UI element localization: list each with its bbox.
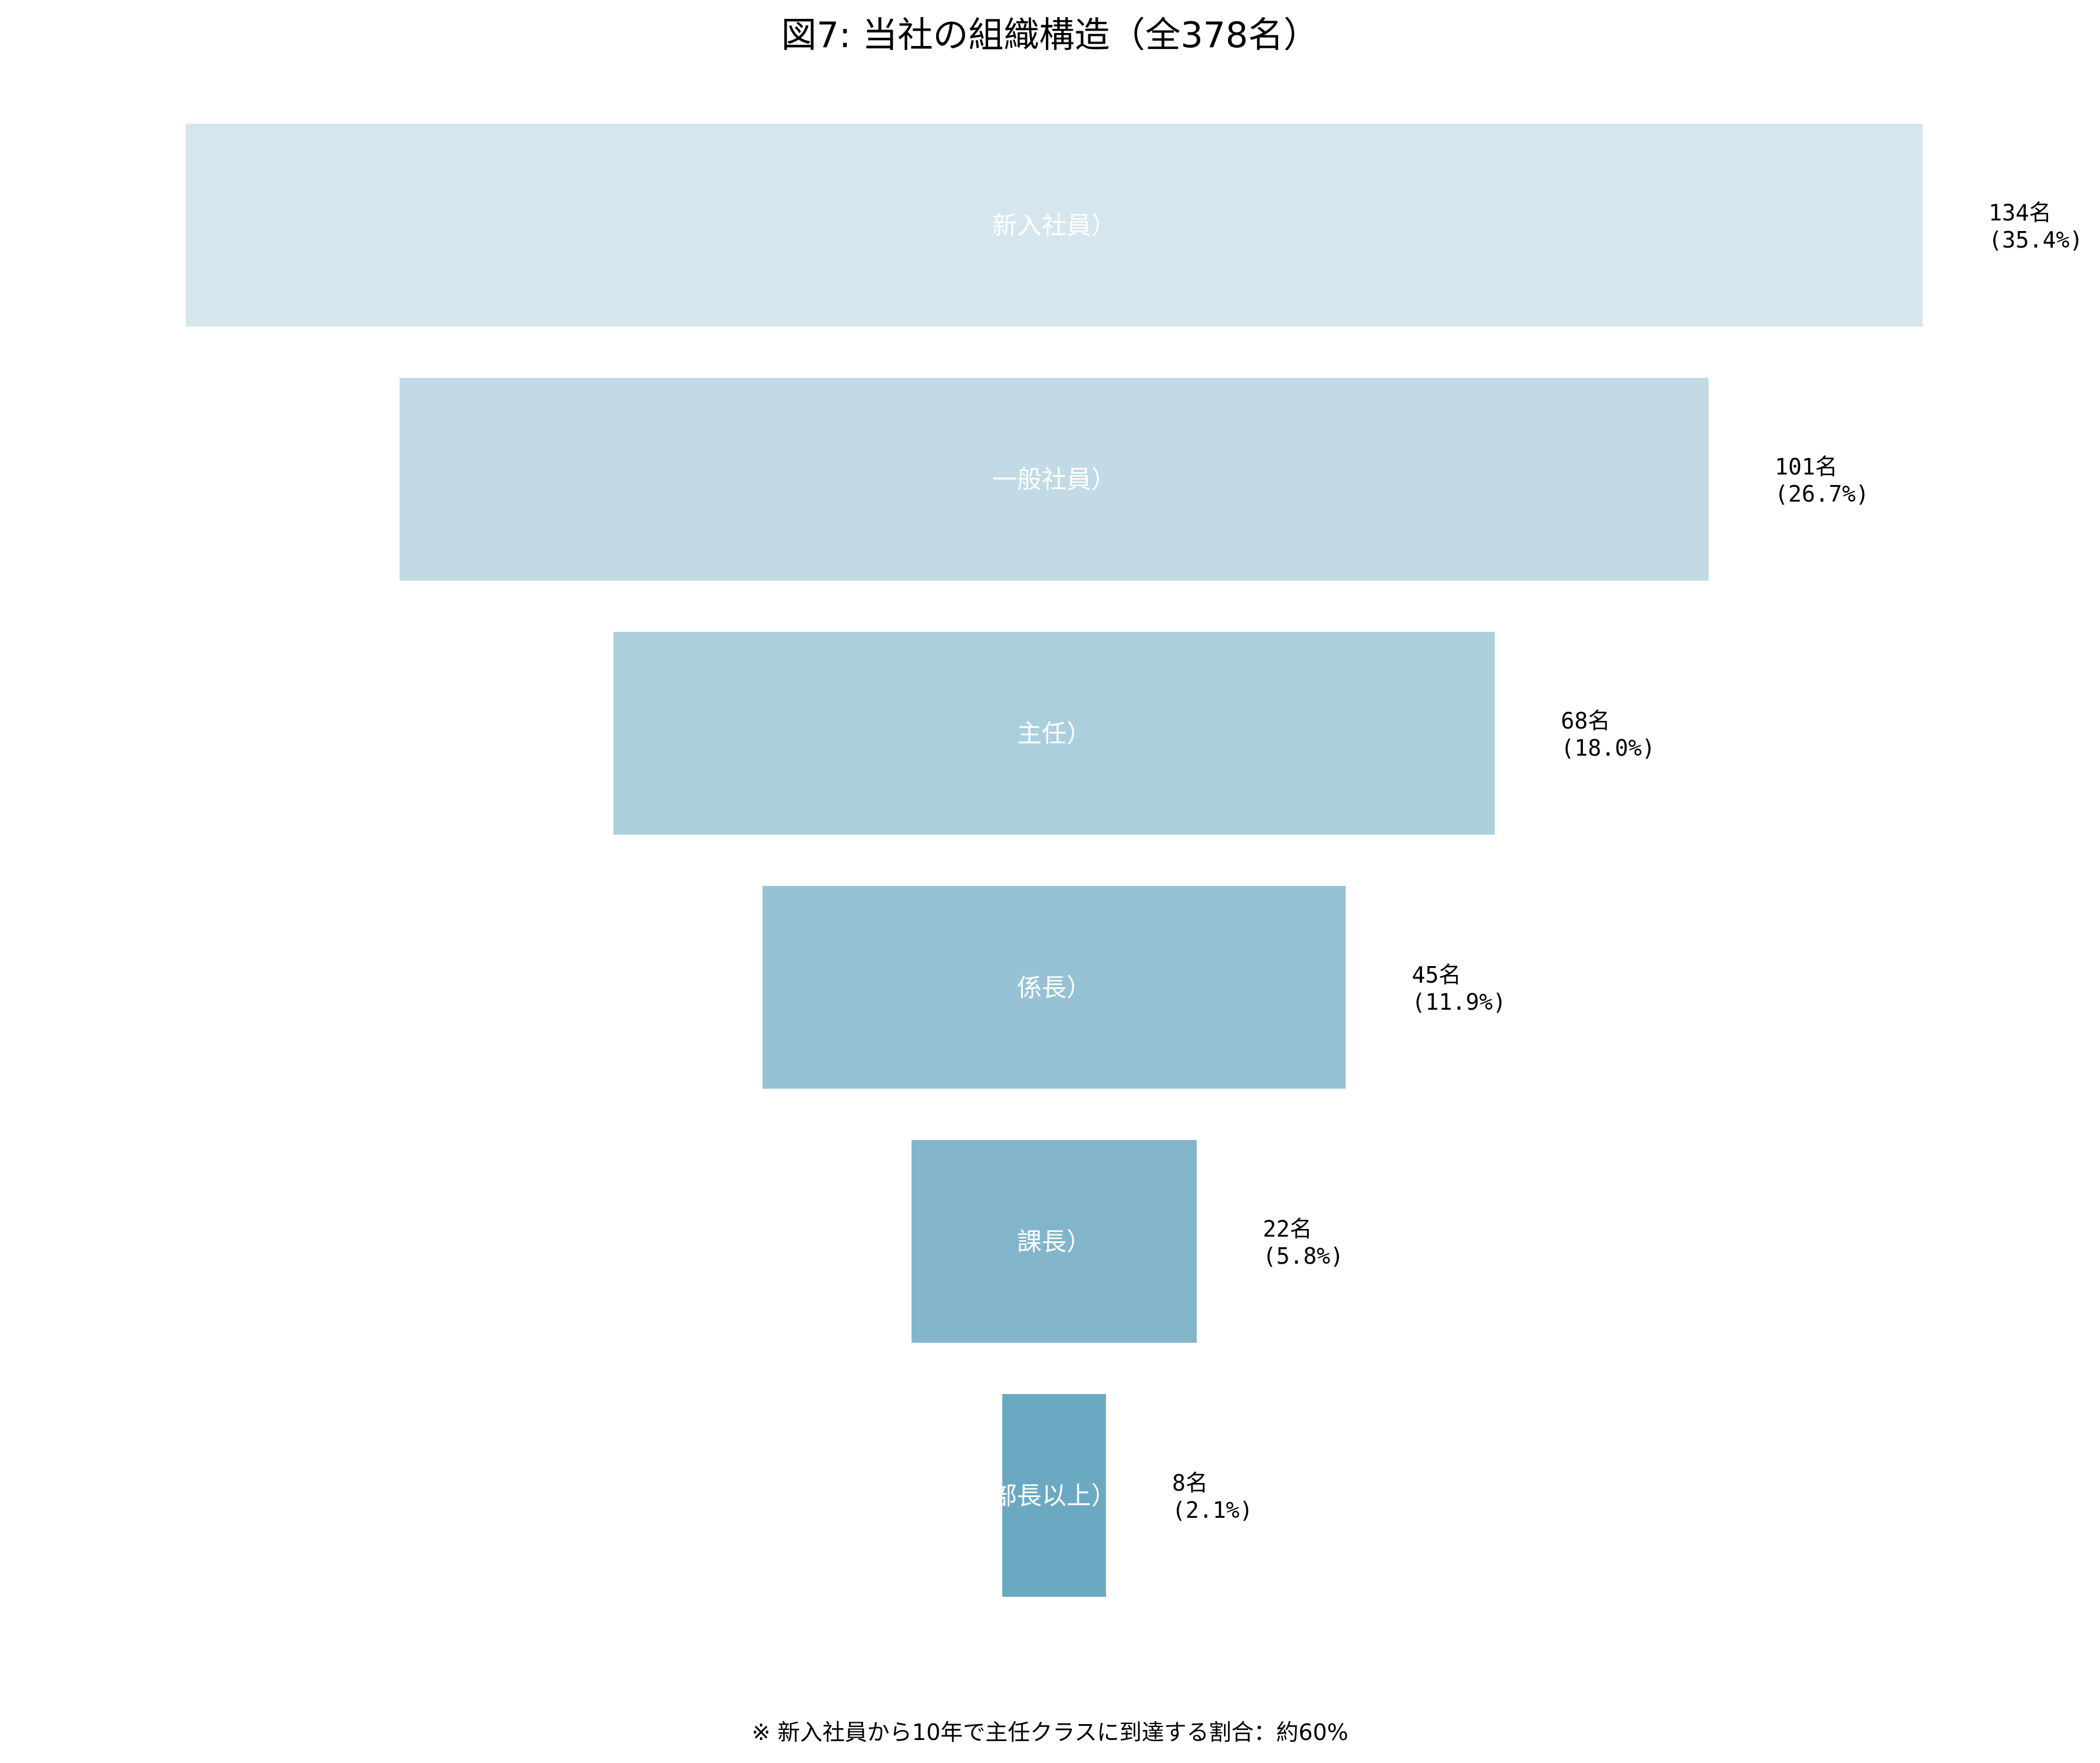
bar-percent-label: (5.8%): [1263, 1243, 1344, 1269]
funnel-bar: [762, 886, 1346, 1089]
funnel-bar: [911, 1140, 1197, 1343]
bar-percent-label: (26.7%): [1775, 481, 1869, 507]
bar-percent-label: (18.0%): [1561, 735, 1655, 761]
bar-count-label: 45名: [1412, 962, 1462, 988]
funnel-bar: [399, 378, 1709, 581]
bar-category-label: 主任）: [1017, 719, 1091, 748]
bar-percent-label: (35.4%): [1989, 227, 2083, 253]
funnel-bar: [1002, 1394, 1106, 1597]
bar-count-label: 8名: [1172, 1470, 1208, 1496]
bar-category-label: 課長）: [1017, 1227, 1091, 1256]
bar-count-label: 22名: [1263, 1216, 1312, 1242]
bar-count-label: 101名: [1775, 454, 1838, 480]
funnel-bars: 新入社員） 134名(35.4%)一般社員） 101名(26.7%)主任） 68名(1…: [186, 124, 2083, 1597]
funnel-bar: [613, 632, 1495, 835]
funnel-bar: [186, 124, 1923, 327]
bar-percent-label: (2.1%): [1172, 1497, 1253, 1523]
bar-category-label: 部長以上）: [992, 1481, 1116, 1510]
bar-category-label: 一般社員）: [992, 465, 1116, 494]
bar-count-label: 134名: [1989, 200, 2052, 226]
bar-percent-label: (11.9%): [1412, 989, 1506, 1015]
chart-title: 図7: 当社の組織構造（全378名）: [781, 15, 1319, 56]
chart-footnote: ※ 新入社員から10年で主任クラスに到達する割合：約60%: [752, 1719, 1348, 1745]
bar-category-label: 係長）: [1017, 973, 1091, 1002]
bar-count-label: 68名: [1561, 708, 1610, 734]
bar-category-label: 新入社員）: [992, 211, 1116, 240]
